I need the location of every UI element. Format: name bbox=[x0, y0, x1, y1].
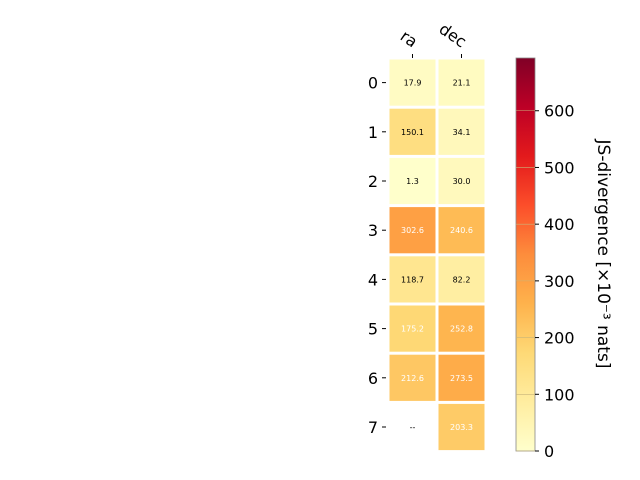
heatmap-cell bbox=[438, 207, 485, 254]
colorbar-tick-label: 300 bbox=[544, 272, 575, 291]
column-tick-label: dec bbox=[436, 19, 470, 51]
cell-value-label: 203.3 bbox=[450, 423, 473, 432]
cell-value-label: 17.9 bbox=[404, 79, 422, 88]
row-tick-label: 5 bbox=[368, 320, 378, 339]
row-tick-label: 0 bbox=[368, 74, 378, 93]
colorbar-tick-label: 500 bbox=[544, 158, 575, 177]
cell-value-label: 82.2 bbox=[453, 275, 471, 284]
row-tick-label: 2 bbox=[368, 172, 378, 191]
colorbar-tick-label: 0 bbox=[544, 442, 554, 461]
heatmap-cell bbox=[389, 354, 436, 401]
cell-value-label: 240.6 bbox=[450, 226, 473, 235]
heatmap-cell bbox=[389, 256, 436, 303]
heatmap-cell bbox=[389, 305, 436, 352]
heatmap-cell bbox=[438, 403, 485, 451]
cell-value-label: 1.3 bbox=[406, 177, 419, 186]
row-tick-label: 4 bbox=[368, 270, 378, 289]
cell-value-label: 273.5 bbox=[450, 374, 473, 383]
column-tick-label: ra bbox=[397, 26, 421, 51]
cell-value-label: 34.1 bbox=[453, 128, 471, 137]
row-tick-label: 6 bbox=[368, 369, 378, 388]
row-tick-label: 1 bbox=[368, 123, 378, 142]
cell-value-label: 252.8 bbox=[450, 325, 473, 334]
colorbar-tick-label: 400 bbox=[544, 215, 575, 234]
heatmap-cell bbox=[438, 354, 485, 401]
colorbar-tick-label: 100 bbox=[544, 385, 575, 404]
heatmap-cell bbox=[438, 305, 485, 352]
colorbar-gradient bbox=[515, 57, 536, 452]
heatmap-cell bbox=[438, 59, 485, 106]
column-ticks: ra dec bbox=[397, 19, 470, 58]
heatmap-cell bbox=[389, 207, 436, 254]
heatmap-cell bbox=[438, 108, 485, 155]
cell-value-label: 212.6 bbox=[401, 374, 424, 383]
colorbar-tick-label: 200 bbox=[544, 329, 575, 348]
cell-value-label: -- bbox=[410, 423, 416, 432]
cell-value-label: 150.1 bbox=[401, 128, 424, 137]
colorbar-label: JS-divergence [×10⁻³ nats] bbox=[593, 139, 613, 369]
row-tick-label: 7 bbox=[368, 418, 378, 437]
row-ticks: 0 1 2 3 4 5 6 7 bbox=[368, 74, 386, 437]
cell-value-label: 175.2 bbox=[401, 325, 424, 334]
heatmap-cell bbox=[389, 108, 436, 155]
heatmap-cell bbox=[389, 157, 436, 205]
colorbar-ticks: 0 100 200 300 400 500 600 bbox=[516, 102, 575, 461]
cell-value-label: 30.0 bbox=[453, 177, 471, 186]
colorbar: 0 100 200 300 400 500 600 JS-divergence [×10⁻³… bbox=[515, 57, 613, 461]
heatmap-cell bbox=[389, 59, 436, 106]
colorbar-tick-label: 600 bbox=[544, 102, 575, 121]
heatmap-cell bbox=[438, 157, 485, 205]
cell-value-label: 21.1 bbox=[453, 79, 471, 88]
heatmap-cells: 17.9 21.1 150.1 34.1 1.3 30.0 302.6 240.6 118.7 8… bbox=[389, 59, 485, 451]
heatmap-cell bbox=[438, 256, 485, 303]
cell-value-label: 118.7 bbox=[401, 275, 424, 284]
cell-value-label: 302.6 bbox=[401, 226, 424, 235]
row-tick-label: 3 bbox=[368, 221, 378, 240]
